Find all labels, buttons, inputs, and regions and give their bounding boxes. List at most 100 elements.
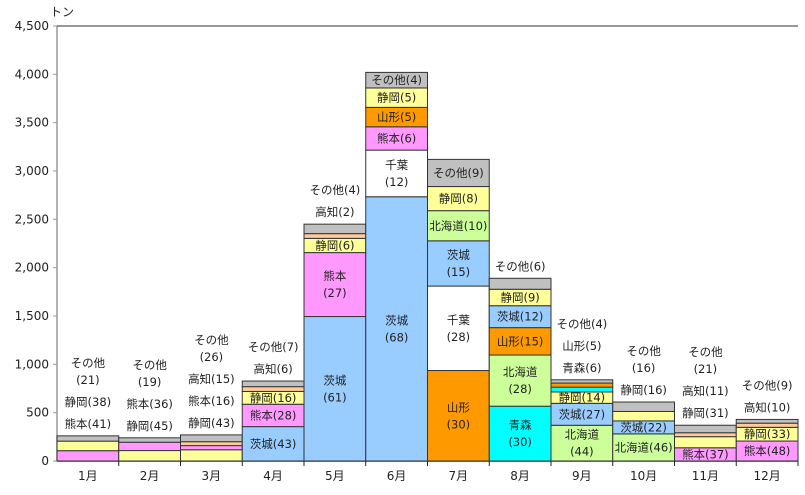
segment-label: 熊本(48): [744, 444, 791, 458]
bar-segment-その他: [735, 418, 799, 424]
above-bar-label-line: 静岡(16): [620, 383, 667, 397]
bar-segment-熊本: [118, 441, 181, 452]
above-bar-label-line: (19): [138, 375, 162, 389]
above-bar-label: その他(4): [556, 317, 607, 331]
above-bar-label-line: その他(6): [495, 259, 546, 273]
above-bar-label-line: その他: [71, 356, 106, 370]
segment-label-line: (61): [323, 390, 347, 404]
above-bar-label: その他 (21): [71, 356, 106, 387]
above-bar-label-line: 高知(10): [744, 400, 791, 414]
bar-segment-山形: [427, 370, 490, 462]
bar-12月: [735, 418, 799, 462]
above-bar-label-line: その他: [132, 358, 167, 372]
segment-label-line: 北海道(46): [615, 440, 673, 454]
above-bar-label-line: その他(7): [248, 340, 299, 354]
above-bar-label: その他(9): [742, 378, 793, 392]
segment-label: 熊本(37): [682, 447, 729, 461]
segment-label-line: (44): [570, 445, 594, 459]
segment-label-line: 熊本(28): [250, 408, 297, 422]
bar-segment-その他: [550, 379, 614, 384]
segment-label: その他(9): [433, 166, 484, 180]
segment-label: その他(4): [371, 73, 422, 87]
y-tick-label: 1,000: [15, 357, 49, 371]
above-bar-label-line: 高知(15): [188, 372, 235, 386]
x-tick-label: 2月: [140, 469, 160, 483]
above-bar-label-line: 熊本(16): [188, 394, 235, 408]
segment-label-line: 茨城(43): [250, 437, 297, 451]
segment-label: 千葉 (28): [447, 313, 471, 344]
segment-label-line: 静岡(5): [377, 91, 416, 105]
above-bar-label-line: 青森(6): [562, 361, 601, 375]
segment-label: 熊本(28): [250, 408, 297, 422]
above-bar-label: その他(7): [248, 340, 299, 354]
above-bar-label: 静岡(16): [620, 383, 667, 397]
y-tick-label: 500: [26, 406, 49, 420]
above-bar-label: 高知(11): [682, 384, 729, 398]
segment-label-line: 茨城: [323, 373, 346, 387]
above-bar-label-line: その他(4): [556, 317, 607, 331]
y-tick-label: 2,000: [15, 261, 49, 275]
segment-label-line: (28): [508, 382, 532, 396]
segment-label-line: 静岡(33): [744, 427, 791, 441]
bar-segment-静岡: [674, 436, 737, 449]
above-bar-label-line: 熊本(41): [65, 417, 112, 431]
segment-label: 熊本 (27): [323, 269, 347, 300]
above-bar-label: 高知(15): [188, 372, 235, 386]
segment-label-line: (30): [447, 417, 471, 431]
segment-label: 静岡(16): [250, 391, 297, 405]
segment-label-line: 静岡(14): [559, 391, 606, 405]
y-tick-label: 0: [41, 454, 49, 468]
segment-label-line: 熊本(48): [744, 444, 791, 458]
x-tick-label: 1月: [78, 469, 98, 483]
segment-label: 静岡(14): [559, 391, 606, 405]
bar-segment-山形: [550, 382, 614, 388]
segment-label: 茨城(43): [250, 437, 297, 451]
above-bar-label-line: 高知(6): [253, 362, 292, 376]
bar-segment-熊本: [56, 450, 120, 462]
bar-segment-その他: [488, 277, 552, 290]
y-tick-label: 4,500: [15, 19, 49, 33]
above-bar-label: その他 (16): [626, 344, 661, 375]
bar-segment-熊本: [180, 445, 243, 451]
y-tick-label: 3,500: [15, 116, 49, 130]
segment-label-line: 山形(5): [377, 110, 416, 124]
above-bar-label: 熊本(36): [126, 397, 173, 411]
bar-5月: [303, 223, 367, 462]
above-bar-label: その他 (19): [132, 358, 167, 389]
segment-label-line: 千葉: [385, 158, 408, 172]
bar-segment-その他: [674, 424, 737, 434]
bar-segment-その他: [241, 380, 305, 388]
segment-label: 北海道(10): [429, 219, 487, 233]
above-bar-label-line: 山形(5): [562, 339, 601, 353]
segment-label-line: 北海道: [503, 365, 538, 379]
segment-label: 熊本(6): [377, 131, 416, 145]
above-bar-label: 静岡(45): [126, 419, 173, 433]
above-bar-label-line: (21): [694, 362, 718, 376]
segment-label: 茨城 (68): [385, 313, 409, 344]
bar-segment-山形: [488, 327, 552, 356]
above-bar-label: 熊本(41): [65, 417, 112, 431]
segment-label-line: (15): [447, 265, 471, 279]
bar-segment-高知: [674, 432, 737, 438]
above-bar-label-line: 高知(2): [315, 205, 354, 219]
above-bar-label-line: その他: [626, 344, 661, 358]
above-bar-label: 静岡(43): [188, 416, 235, 430]
above-bar-label-line: 熊本(36): [126, 397, 173, 411]
above-bar-label-line: (16): [632, 361, 656, 375]
labels: 熊本(41) 静岡(38) その他 (21) 静岡(45) 熊本(36) その他 (19) 静岡…: [65, 73, 793, 461]
x-tick-label: 7月: [449, 469, 469, 483]
segment-label-line: 茨城: [385, 313, 408, 327]
segment-label: 青森 (30): [508, 418, 532, 449]
segment-label-line: 茨城(22): [620, 420, 667, 434]
bar-10月: [612, 401, 675, 462]
bars: [56, 71, 799, 462]
x-tick-label: 9月: [572, 469, 592, 483]
y-tick-label: 4,000: [15, 67, 49, 81]
above-bar-label-line: その他(9): [742, 378, 793, 392]
segment-label-line: その他(9): [433, 166, 484, 180]
above-bar-label-line: その他: [688, 345, 723, 359]
bar-segment-茨城: [427, 240, 490, 287]
x-tick-label: 10月: [630, 469, 657, 483]
segment-label: 北海道(46): [615, 440, 673, 454]
